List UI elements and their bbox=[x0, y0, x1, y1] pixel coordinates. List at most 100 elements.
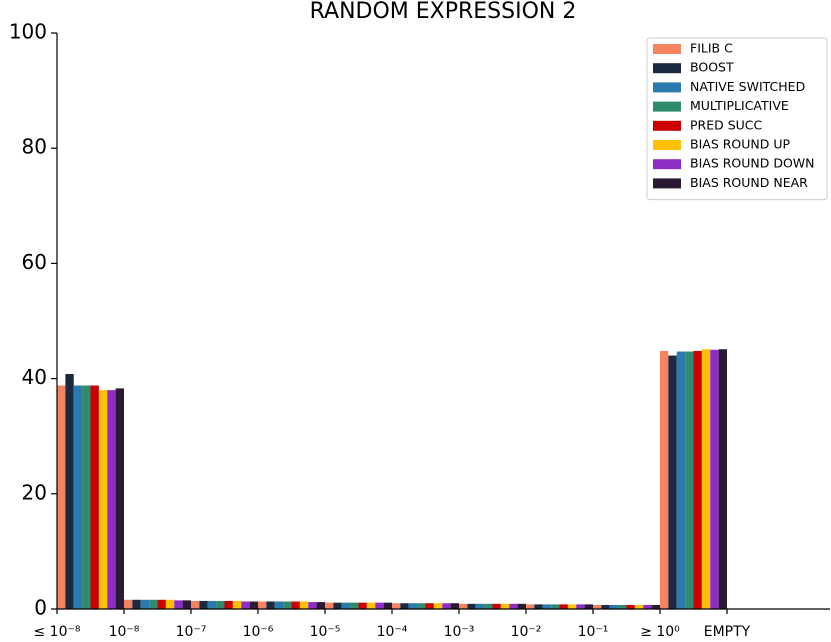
y-tick-label: 100 bbox=[9, 20, 47, 44]
bar bbox=[308, 602, 317, 609]
legend-swatch bbox=[653, 178, 681, 189]
bar bbox=[660, 350, 669, 609]
bar bbox=[73, 385, 83, 609]
bar bbox=[534, 604, 543, 609]
bar bbox=[433, 603, 443, 609]
bar bbox=[174, 600, 183, 609]
legend-swatch bbox=[653, 63, 681, 74]
y-tick-label: 0 bbox=[34, 596, 47, 620]
bar bbox=[509, 603, 518, 609]
bar bbox=[559, 604, 568, 609]
bar bbox=[643, 604, 652, 609]
y-tick-label: 20 bbox=[22, 480, 47, 504]
legend-swatch bbox=[653, 140, 681, 150]
bar bbox=[475, 603, 485, 609]
x-tick-label: ≥ 10⁰ bbox=[640, 624, 680, 640]
bar bbox=[82, 385, 91, 609]
legend-label: PRED SUCC bbox=[690, 117, 763, 132]
bar bbox=[207, 600, 217, 609]
bar bbox=[182, 600, 191, 609]
x-tick-label: 10⁻⁶ bbox=[243, 624, 274, 640]
bar bbox=[484, 603, 493, 609]
bar bbox=[366, 602, 376, 609]
bar bbox=[693, 350, 702, 609]
bar bbox=[601, 604, 610, 609]
chart-title: RANDOM EXPRESSION 2 bbox=[310, 0, 577, 24]
bar bbox=[325, 602, 334, 609]
bar bbox=[651, 604, 660, 609]
x-tick-label: 10⁻⁸ bbox=[109, 624, 140, 640]
bar bbox=[232, 600, 242, 609]
bar bbox=[291, 601, 300, 609]
bar bbox=[249, 601, 258, 609]
legend-swatch bbox=[653, 82, 681, 93]
bar bbox=[299, 601, 309, 609]
bar bbox=[551, 604, 560, 609]
y-tick-label: 80 bbox=[22, 135, 47, 159]
legend-swatch bbox=[653, 44, 681, 54]
bar bbox=[333, 602, 342, 609]
bar bbox=[400, 603, 409, 609]
bar bbox=[191, 600, 200, 609]
bar bbox=[685, 351, 694, 609]
legend-label: BIAS ROUND UP bbox=[690, 137, 790, 152]
bar bbox=[341, 602, 351, 609]
bar bbox=[224, 600, 233, 609]
bar bbox=[450, 603, 459, 609]
legend-label: BOOST bbox=[690, 60, 734, 75]
bar bbox=[157, 599, 166, 609]
bar bbox=[500, 603, 510, 609]
bar bbox=[124, 599, 133, 609]
bar bbox=[668, 355, 677, 609]
bar bbox=[567, 604, 577, 609]
bar bbox=[417, 603, 426, 609]
bar bbox=[149, 599, 158, 609]
bar bbox=[701, 349, 711, 609]
bar bbox=[626, 604, 635, 609]
bar bbox=[65, 373, 74, 609]
bar bbox=[132, 599, 141, 609]
bar bbox=[442, 603, 451, 609]
x-tick-label: 10⁻⁷ bbox=[176, 624, 207, 640]
bar bbox=[266, 601, 275, 609]
bar bbox=[392, 603, 401, 609]
bar bbox=[107, 390, 116, 609]
x-tick-label: 10⁻³ bbox=[444, 624, 475, 640]
bar bbox=[459, 603, 468, 609]
bar bbox=[517, 603, 526, 609]
bar bbox=[165, 599, 175, 609]
bar bbox=[199, 600, 208, 609]
legend-swatch bbox=[653, 101, 681, 112]
bar bbox=[241, 601, 250, 609]
bar bbox=[710, 349, 719, 609]
y-tick-label: 60 bbox=[22, 250, 47, 274]
legend-label: BIAS ROUND NEAR bbox=[690, 175, 808, 190]
bar bbox=[542, 604, 552, 609]
x-tick-label: 10⁻⁵ bbox=[310, 624, 341, 640]
bar bbox=[316, 602, 325, 609]
x-tick-label: 10⁻² bbox=[511, 624, 542, 640]
legend-swatch bbox=[653, 159, 681, 170]
bar bbox=[98, 390, 108, 609]
bar bbox=[618, 604, 627, 609]
bar bbox=[140, 599, 150, 609]
y-tick-label: 40 bbox=[22, 365, 47, 389]
bar bbox=[375, 602, 384, 609]
legend-label: MULTIPLICATIVE bbox=[690, 98, 789, 113]
legend-label: NATIVE SWITCHED bbox=[690, 79, 805, 94]
bar bbox=[676, 351, 686, 609]
bar bbox=[274, 601, 284, 609]
bar bbox=[718, 349, 727, 609]
bar bbox=[90, 385, 99, 609]
bar bbox=[408, 603, 418, 609]
bar bbox=[383, 602, 392, 609]
legend-swatch bbox=[653, 120, 681, 131]
x-tick-label: ≤ 10⁻⁸ bbox=[34, 624, 81, 640]
bar bbox=[57, 385, 66, 609]
bar bbox=[115, 388, 124, 609]
bar bbox=[492, 603, 501, 609]
x-tick-label: 10⁻⁴ bbox=[377, 624, 408, 640]
bar bbox=[526, 604, 535, 609]
bar bbox=[358, 602, 367, 609]
legend-box bbox=[646, 37, 828, 201]
